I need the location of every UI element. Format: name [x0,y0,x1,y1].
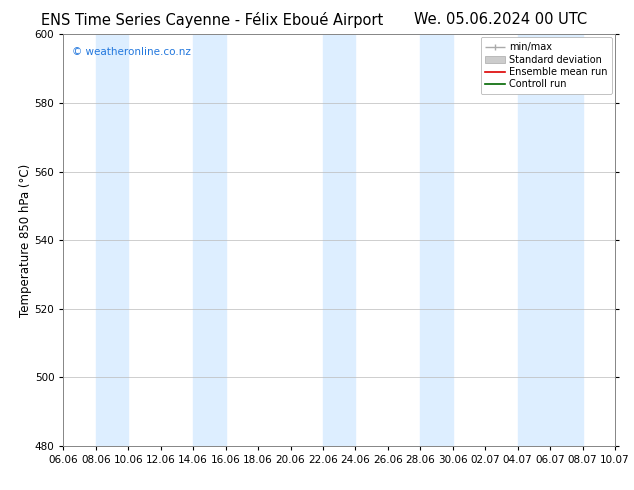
Legend: min/max, Standard deviation, Ensemble mean run, Controll run: min/max, Standard deviation, Ensemble me… [481,37,612,94]
Bar [96,34,128,446]
Text: ENS Time Series Cayenne - Félix Eboué Airport: ENS Time Series Cayenne - Félix Eboué Ai… [41,12,384,28]
Y-axis label: Temperature 850 hPa (°C): Temperature 850 hPa (°C) [19,164,32,317]
Text: We. 05.06.2024 00 UTC: We. 05.06.2024 00 UTC [414,12,588,27]
Bar [323,34,356,446]
Bar [193,34,226,446]
Bar [517,34,550,446]
Text: © weatheronline.co.nz: © weatheronline.co.nz [72,47,191,57]
Bar [550,34,583,446]
Bar [420,34,453,446]
